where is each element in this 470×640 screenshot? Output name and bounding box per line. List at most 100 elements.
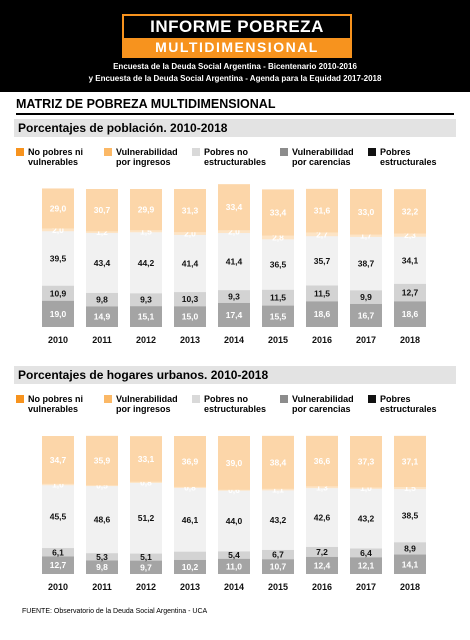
bar-segment	[306, 486, 338, 489]
bar-segment	[350, 290, 382, 304]
bar-segment	[262, 490, 294, 550]
bar-segment	[306, 435, 338, 487]
value-label: 10,2	[182, 562, 199, 572]
bar-segment	[174, 189, 206, 233]
x-tick-label: 2012	[136, 582, 156, 592]
value-label: 36,6	[314, 456, 331, 466]
value-label: 5,1	[140, 552, 152, 562]
value-label: 1,3	[316, 482, 328, 492]
legend-label: No pobres ni vulnerables	[28, 394, 84, 414]
bar-segment	[218, 184, 250, 231]
legend-swatch	[104, 148, 112, 156]
value-label: 6,7	[272, 550, 284, 560]
legend-swatch	[16, 395, 24, 403]
value-label: 17,4	[226, 310, 243, 320]
bar-segment	[394, 489, 426, 543]
value-label: 45,5	[50, 512, 67, 522]
value-label: 37,3	[358, 457, 375, 467]
legend-item: Pobres no estructurables	[192, 147, 280, 177]
legend: No pobres ni vulnerables Vulnerabilidad p…	[16, 394, 470, 424]
bar-segment	[42, 485, 74, 549]
x-tick-label: 2014	[224, 335, 244, 345]
bar-segment	[174, 486, 206, 489]
bar-segment	[218, 489, 250, 491]
value-label: 5,3	[96, 552, 108, 562]
bar-segment	[218, 558, 250, 574]
bar-segment	[262, 559, 294, 574]
legend-label: Vulnerabilidad por carencias	[292, 394, 354, 414]
value-label: 12,7	[50, 560, 67, 570]
bar-segment	[130, 482, 162, 554]
title-line: MULTIDIMENSIONAL	[124, 38, 350, 56]
bar-segment	[394, 236, 426, 284]
bar-segment	[306, 236, 338, 286]
bar-segment	[42, 285, 74, 301]
bar-segment	[86, 485, 118, 487]
value-label: 9,9	[360, 292, 372, 302]
bar-segment	[262, 435, 294, 489]
legend-item: Pobres estructurales	[368, 394, 456, 424]
value-label: 11,5	[270, 293, 286, 303]
bar-segment	[42, 231, 74, 286]
legend-label: Pobres no estructurables	[204, 394, 267, 414]
bar-segment	[174, 436, 206, 487]
value-label: 46,1	[182, 515, 199, 525]
legend-label: Pobres estructurales	[380, 394, 437, 414]
bar-segment	[174, 306, 206, 327]
value-label: 9,3	[140, 295, 152, 305]
bar-segment	[262, 549, 294, 560]
value-label: 18,6	[314, 309, 331, 319]
bar-segment	[394, 542, 426, 555]
value-label: 15,1	[138, 312, 155, 322]
value-label: 42,6	[314, 513, 331, 523]
x-tick-label: 2014	[224, 582, 244, 592]
value-label: 8,9	[404, 543, 416, 553]
bar-segment	[218, 551, 250, 559]
value-label: 38,5	[402, 511, 419, 521]
bar-segment	[350, 189, 382, 235]
value-label: 34,1	[402, 255, 419, 265]
bar-segment	[218, 490, 250, 552]
legend-swatch	[368, 148, 376, 156]
x-tick-label: 2010	[48, 335, 68, 345]
bar-segment	[306, 556, 338, 574]
value-label: 1,7	[360, 231, 372, 241]
legend-label: Pobres no estructurables	[204, 147, 267, 167]
value-label: 29,9	[138, 205, 155, 215]
footer: FUENTE: Observatorio de la Deuda Social …	[22, 608, 208, 615]
bar-segment	[306, 301, 338, 327]
bar-segment	[130, 189, 162, 231]
bar-segment	[262, 488, 294, 491]
value-label: 9,3	[228, 292, 240, 302]
legend-swatch	[368, 395, 376, 403]
value-label: 33,1	[138, 454, 155, 464]
bar-segment	[86, 189, 118, 232]
value-label: 11,5	[314, 288, 330, 298]
bar-segment	[130, 306, 162, 327]
value-label: 1,5	[140, 226, 152, 236]
value-label: 9,8	[96, 562, 108, 572]
value-label: 15,0	[182, 312, 199, 322]
legend-label: Vulnerabilidad por ingresos	[116, 147, 178, 167]
bar-segment	[262, 239, 294, 290]
value-label: 32,2	[402, 206, 419, 216]
legend-label: Vulnerabilidad por ingresos	[116, 394, 178, 414]
value-label: 41,4	[226, 257, 243, 267]
x-tick-label: 2016	[312, 582, 332, 592]
bar-segment	[218, 436, 250, 490]
chart-title: Porcentajes de población. 2010-2018	[14, 119, 456, 137]
legend-item: Vulnerabilidad por ingresos	[104, 147, 192, 177]
bar-segment	[350, 236, 382, 291]
value-label: 14,9	[94, 312, 111, 322]
bar-segment	[86, 486, 118, 554]
bar-segment	[130, 553, 162, 561]
value-label: 1,5	[404, 483, 416, 493]
bar-segment	[394, 487, 426, 490]
bar-segment	[42, 188, 74, 229]
x-tick-label: 2013	[180, 582, 200, 592]
chart-title: Porcentajes de hogares urbanos. 2010-201…	[14, 366, 456, 384]
legend-swatch	[104, 395, 112, 403]
x-tick-label: 2015	[268, 335, 288, 345]
x-tick-label: 2013	[180, 335, 200, 345]
bar-segment	[218, 290, 250, 303]
